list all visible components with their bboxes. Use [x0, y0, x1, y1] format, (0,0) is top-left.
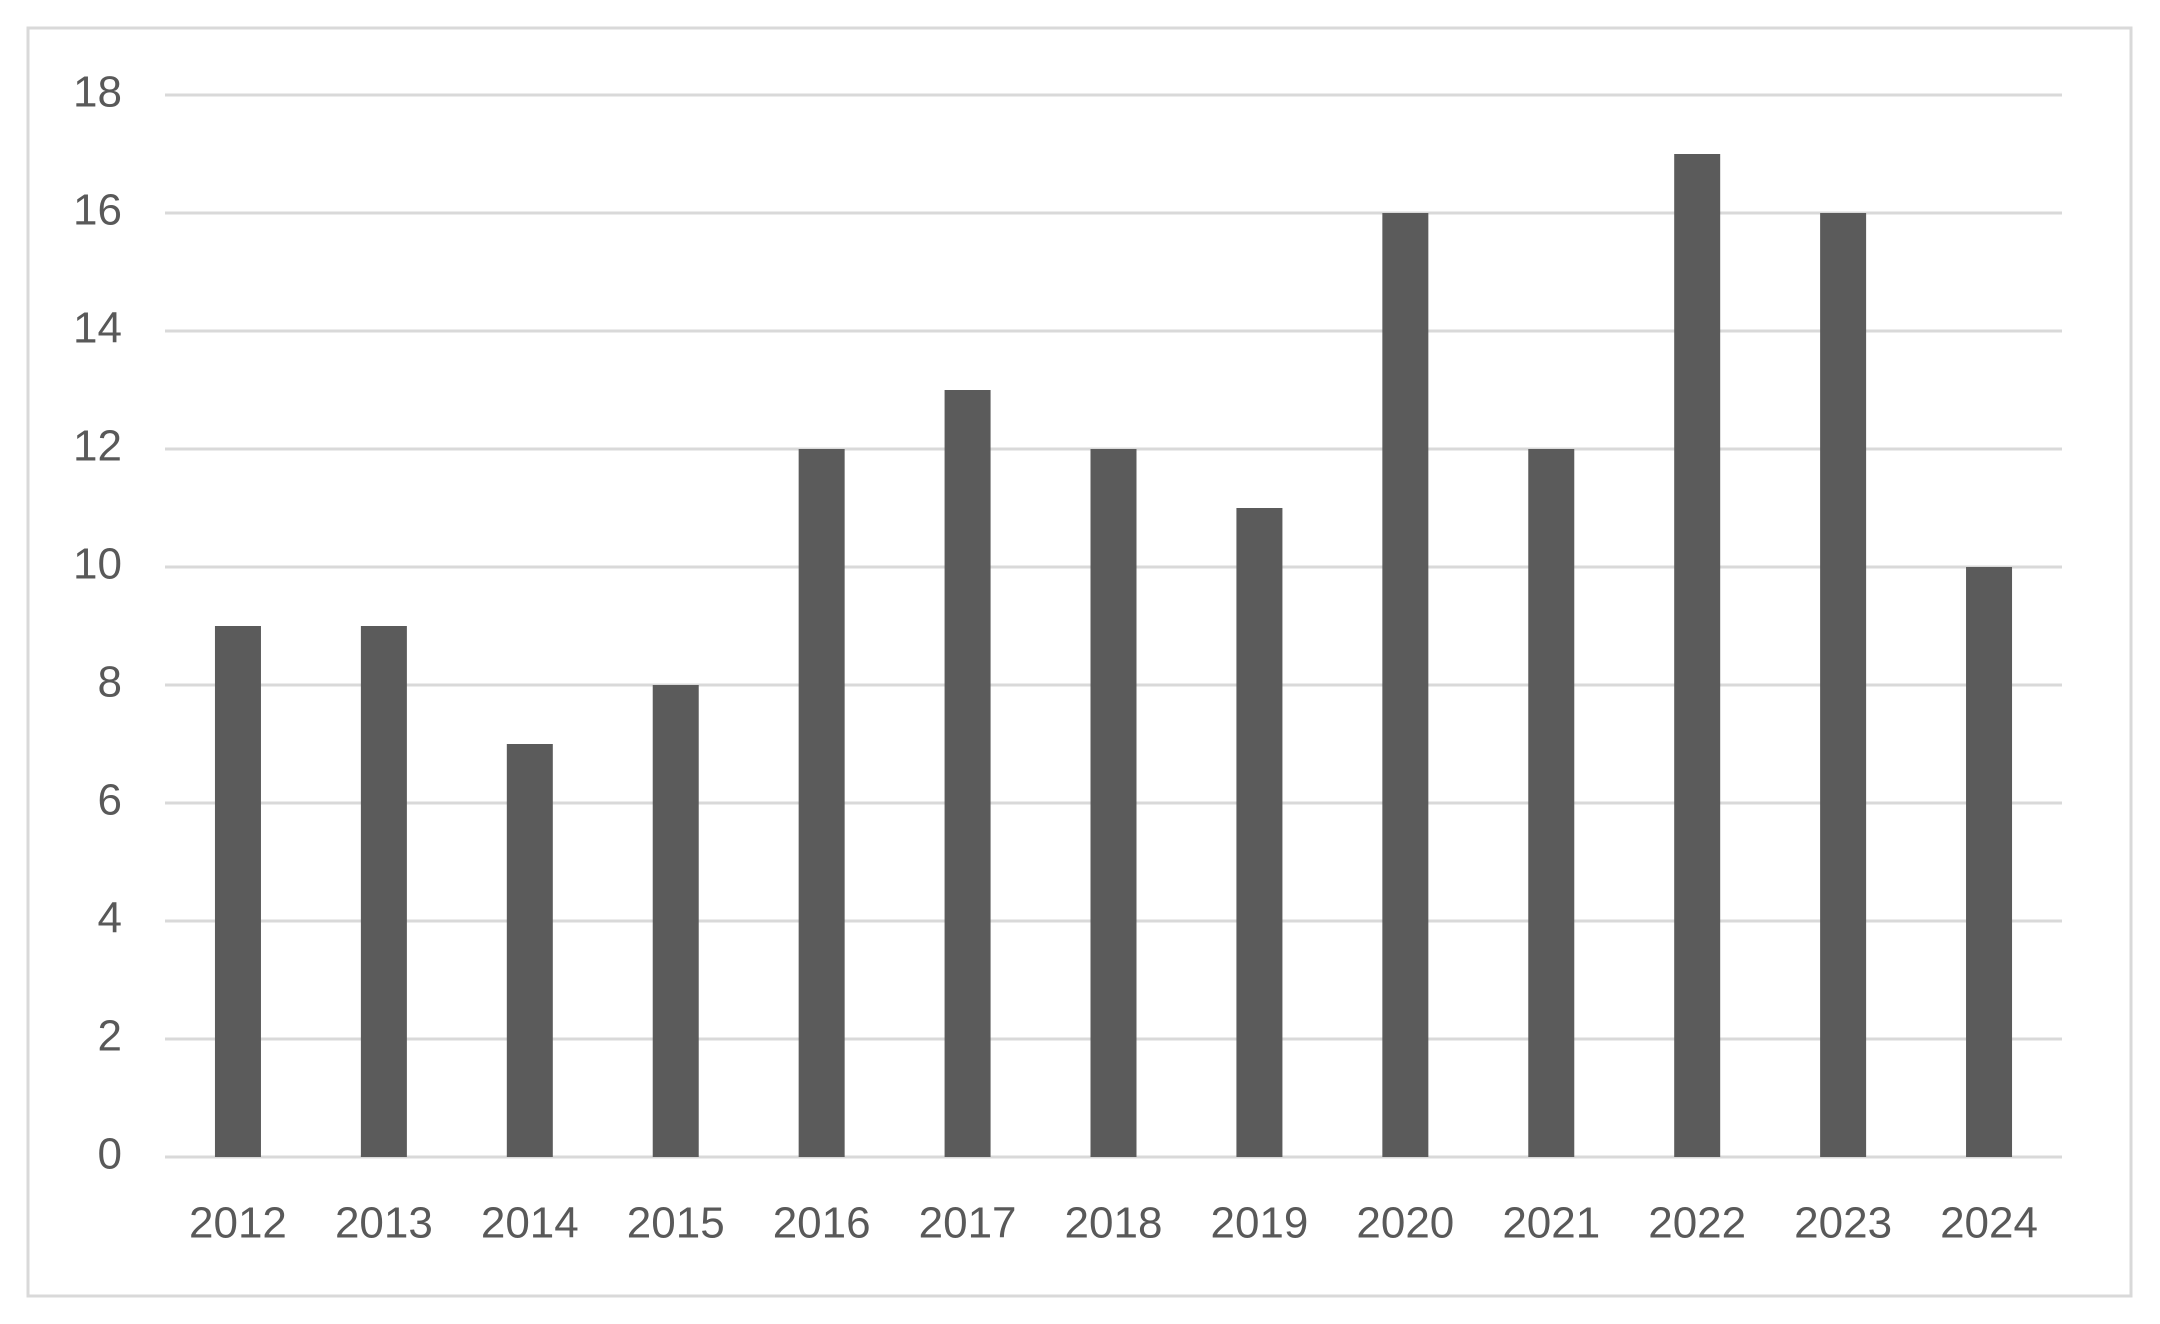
bar [1820, 213, 1867, 1157]
bar [944, 390, 991, 1157]
x-tick-label: 2019 [1210, 1199, 1308, 1248]
bar [1382, 213, 1429, 1157]
y-tick-label: 12 [73, 422, 122, 471]
bar [1236, 508, 1283, 1157]
x-tick-label: 2024 [1940, 1199, 2038, 1248]
x-tick-label: 2017 [919, 1199, 1017, 1248]
x-tick-label: 2020 [1356, 1199, 1454, 1248]
y-tick-label: 10 [73, 540, 122, 589]
y-tick-label: 4 [98, 894, 122, 943]
y-tick-label: 8 [98, 658, 122, 707]
y-tick-label: 6 [98, 776, 122, 825]
bar [214, 626, 261, 1157]
bar [1966, 567, 2013, 1157]
x-tick-label: 2015 [627, 1199, 725, 1248]
x-tick-label: 2014 [481, 1199, 579, 1248]
y-tick-label: 0 [98, 1130, 122, 1179]
x-tick-label: 2016 [773, 1199, 871, 1248]
y-tick-label: 16 [73, 186, 122, 235]
y-tick-label: 14 [73, 304, 122, 353]
bar [506, 744, 553, 1157]
bar [798, 449, 845, 1157]
y-tick-label: 18 [73, 68, 122, 117]
bar [360, 626, 407, 1157]
x-tick-label: 2021 [1502, 1199, 1600, 1248]
x-tick-label: 2022 [1648, 1199, 1746, 1248]
bar [1090, 449, 1137, 1157]
bar [652, 685, 699, 1157]
bar [1674, 154, 1721, 1157]
y-tick-label: 2 [98, 1012, 122, 1061]
x-tick-label: 2012 [189, 1199, 287, 1248]
bar [1528, 449, 1575, 1157]
chart-border [26, 26, 2133, 1298]
x-tick-label: 2013 [335, 1199, 433, 1248]
x-tick-label: 2018 [1065, 1199, 1163, 1248]
x-tick-label: 2023 [1794, 1199, 1892, 1248]
